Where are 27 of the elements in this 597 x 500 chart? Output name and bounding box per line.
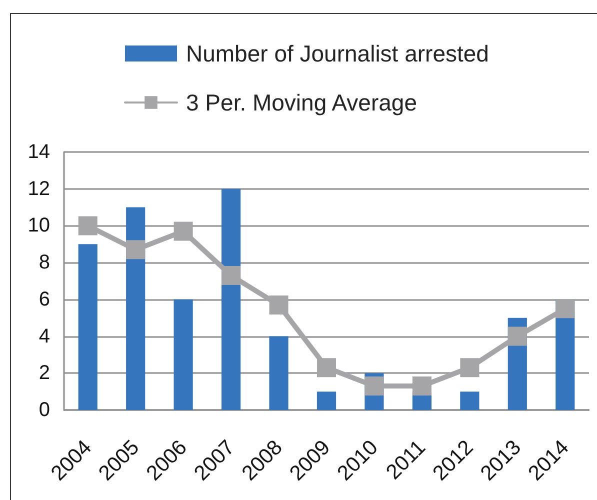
point [460,358,480,378]
point [78,216,98,236]
point [174,222,193,241]
y-tick-label: 0 [38,399,50,421]
y-tick-label: 12 [28,178,50,200]
bar [316,392,336,410]
bar [222,188,241,410]
legend-label: Number of Journalist arrested [186,40,489,66]
point [317,358,336,378]
point [126,240,146,260]
point [412,376,432,396]
y-tick-label: 4 [38,325,50,348]
y-tick-label: 14 [28,141,50,163]
y-tick-label: 6 [38,288,50,310]
bar [460,392,480,410]
point [269,295,288,314]
legend-label: 3 Per. Moving Average [186,90,417,116]
bar [269,336,288,410]
y-tick-label: 8 [38,252,50,274]
point [364,376,384,396]
y-tick-label: 2 [38,362,50,384]
point [508,326,527,346]
y-tick-label: 10 [28,214,50,237]
bar [78,244,98,410]
point [222,266,241,285]
point [556,299,575,318]
bar [174,299,193,410]
